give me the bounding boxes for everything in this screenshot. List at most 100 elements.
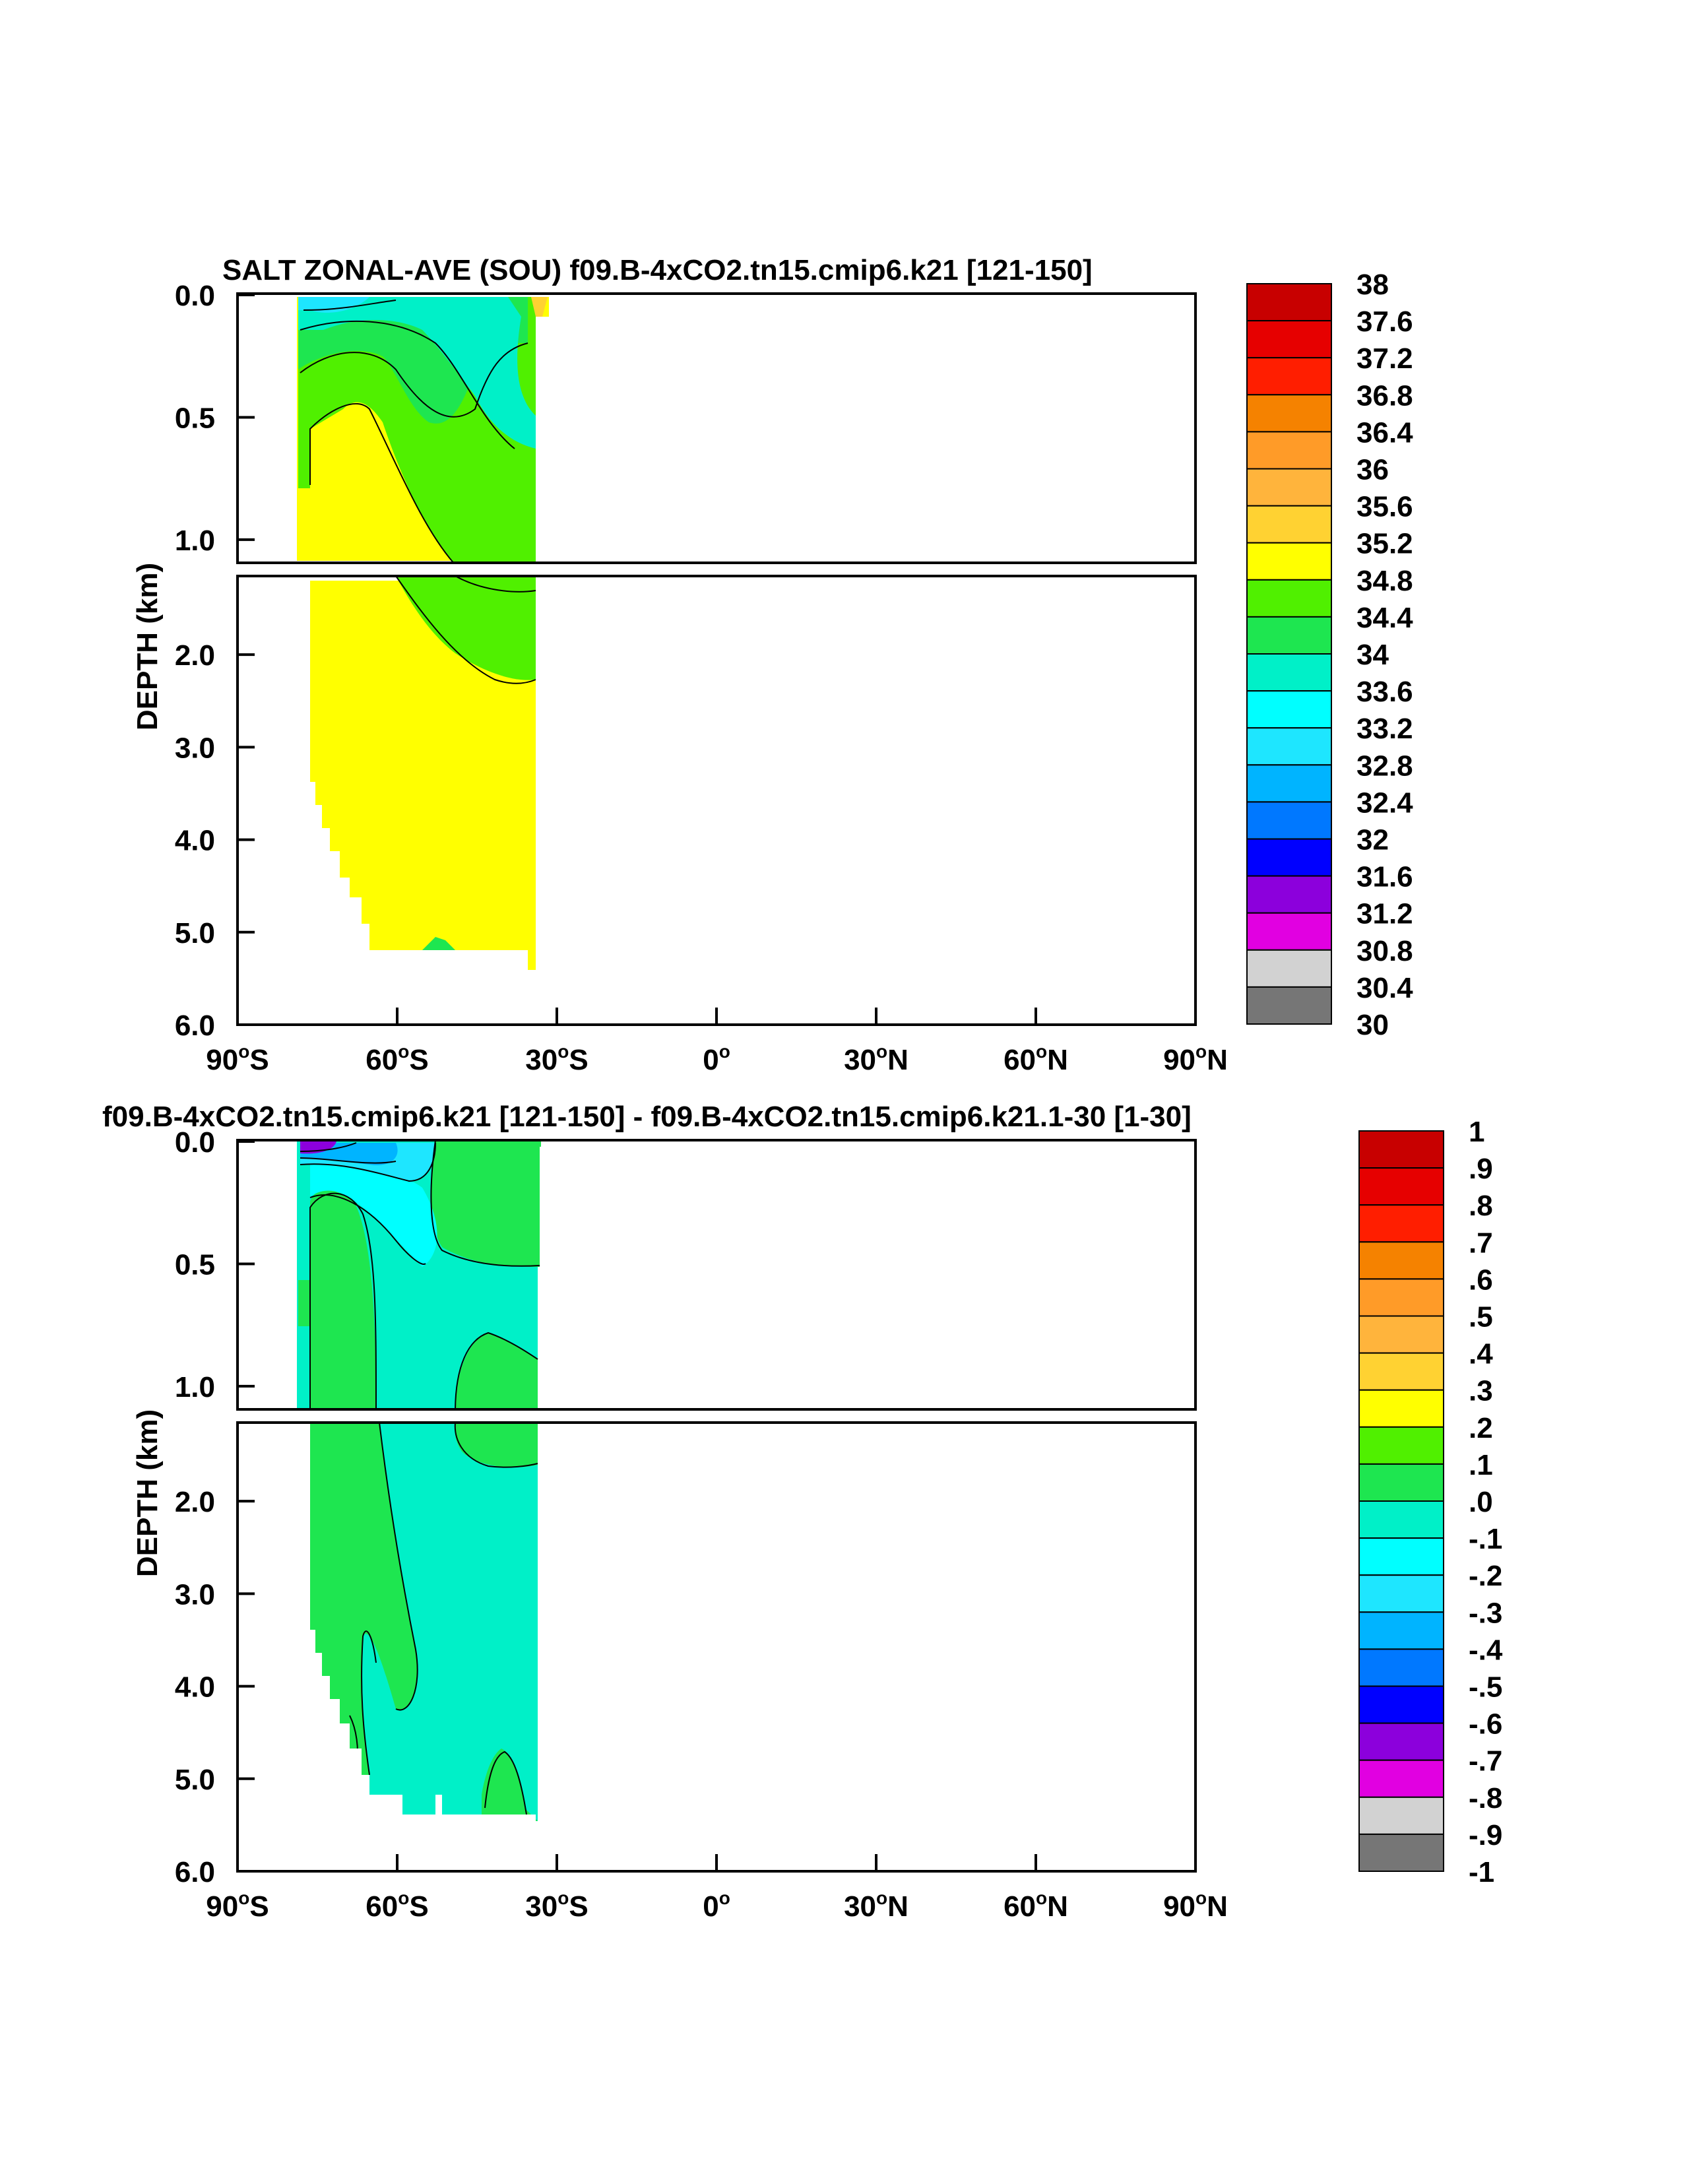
- salt-field-upper: [238, 294, 1195, 563]
- salt-frame-upper: [236, 292, 1197, 564]
- diff-axes: 90oS 60oS 30oS 0o 30oN 60oN 90oN 0.0 0.5 1.0 2.0 3.…: [175, 1126, 1228, 1923]
- colorbar-swatch: [1246, 357, 1332, 396]
- x-tick-label: 60oS: [366, 1888, 428, 1923]
- salt-region-33.6: [298, 297, 536, 449]
- colorbar-label: 30.4: [1356, 972, 1413, 1004]
- colorbar-swatch: [1358, 1796, 1444, 1835]
- colorbar-swatch: [1358, 1537, 1444, 1576]
- colorbar-swatch: [1246, 579, 1332, 618]
- colorbar-swatch: [1358, 1130, 1444, 1169]
- colorbar-label: .9: [1469, 1153, 1493, 1185]
- x-tick-label: 30oS: [525, 1041, 588, 1076]
- colorbar-label: .3: [1469, 1375, 1493, 1407]
- colorbar-label: .6: [1469, 1264, 1493, 1296]
- colorbar-swatch: [1358, 1611, 1444, 1650]
- colorbar-label: -.3: [1469, 1597, 1502, 1629]
- salt-bathymetry: [238, 576, 528, 970]
- colorbar-swatch: [1246, 431, 1332, 470]
- colorbar-swatch: [1358, 1648, 1444, 1687]
- colorbar-label: 35.6: [1356, 491, 1413, 523]
- diff-colorbar: 1 .9 .8 .7 .6 .5 .4 .3 .2 .1 .0 -.1 -.2 -.3 -.4 -.5 -.6 -…: [1358, 1116, 1503, 1888]
- colorbar-label: .5: [1469, 1301, 1493, 1333]
- colorbar-label: 31.2: [1356, 898, 1413, 930]
- diff-title: f09.B-4xCO2.tn15.cmip6.k21 [121-150] - f…: [102, 1101, 1192, 1133]
- y-tick-label: 5.0: [175, 917, 215, 949]
- colorbar-swatch: [1358, 1574, 1444, 1613]
- y-tick-label: 1.0: [175, 1371, 215, 1403]
- colorbar-swatch: [1358, 1463, 1444, 1502]
- x-tick-label: 90oS: [206, 1888, 269, 1923]
- salt-mask-east: [536, 317, 1195, 563]
- colorbar-swatch: [1358, 1685, 1444, 1724]
- salt-region-34.4-deep: [396, 576, 536, 680]
- colorbar-label: 30: [1356, 1009, 1389, 1041]
- salt-title: SALT ZONAL-AVE (SOU) f09.B-4xCO2.tn15.cm…: [222, 254, 1093, 286]
- diff-field-upper: [238, 1140, 1195, 1409]
- y-tick-label: 3.0: [175, 732, 215, 764]
- diff-region-0.1: [310, 1185, 376, 1409]
- colorbar-label: 36: [1356, 454, 1389, 486]
- y-tick-label: 0.0: [175, 280, 215, 312]
- colorbar-label: 32: [1356, 824, 1389, 856]
- diff-ylabel: DEPTH (km): [131, 1409, 164, 1577]
- colorbar-label: 33.6: [1356, 676, 1413, 708]
- colorbar-label: .2: [1469, 1412, 1493, 1444]
- colorbar-label: -1: [1469, 1856, 1494, 1888]
- salt-panel: SALT ZONAL-AVE (SOU) f09.B-4xCO2.tn15.cm…: [131, 254, 1413, 1076]
- x-tick-label: 90oN: [1163, 1041, 1228, 1076]
- colorbar-label: .4: [1469, 1338, 1493, 1370]
- colorbar-swatch: [1246, 690, 1332, 729]
- colorbar-label: 37.6: [1356, 305, 1413, 338]
- colorbar-label: -.1: [1469, 1523, 1502, 1555]
- salt-colorbar: 38 37.6 37.2 36.8 36.4 36 35.6 35.2 34.8 34.4 34 33…: [1246, 269, 1413, 1041]
- colorbar-label: -.9: [1469, 1819, 1502, 1851]
- colorbar-label: 37.2: [1356, 342, 1413, 375]
- colorbar-swatch: [1358, 1722, 1444, 1761]
- y-tick-label: 5.0: [175, 1764, 215, 1796]
- salt-mask-west: [238, 294, 297, 563]
- colorbar-label: 34: [1356, 639, 1389, 671]
- x-tick-label: 0o: [703, 1041, 730, 1076]
- colorbar-swatch: [1358, 1204, 1444, 1243]
- diff-panel: f09.B-4xCO2.tn15.cmip6.k21 [121-150] - f…: [102, 1101, 1503, 1923]
- colorbar-swatch: [1246, 875, 1332, 914]
- colorbar-label: 33.2: [1356, 713, 1413, 745]
- colorbar-swatch: [1358, 1315, 1444, 1354]
- colorbar-swatch: [1246, 912, 1332, 951]
- salt-ylabel: DEPTH (km): [131, 563, 164, 730]
- y-tick-label: 0.5: [175, 1248, 215, 1281]
- colorbar-label: 30.8: [1356, 935, 1413, 967]
- colorbar-swatch: [1358, 1352, 1444, 1391]
- colorbar-swatch: [1358, 1426, 1444, 1465]
- colorbar-label: -.4: [1469, 1634, 1503, 1666]
- y-tick-label: 6.0: [175, 1010, 215, 1042]
- y-tick-label: 2.0: [175, 639, 215, 672]
- x-tick-label: 30oN: [844, 1888, 908, 1923]
- x-tick-label: 60oS: [366, 1041, 428, 1076]
- y-tick-label: 4.0: [175, 825, 215, 857]
- diff-frame-upper: [236, 1139, 1197, 1411]
- y-tick-label: 0.5: [175, 402, 215, 434]
- salt-region-33.2: [298, 297, 369, 313]
- colorbar-swatch: [1246, 542, 1332, 581]
- colorbar-swatch: [1246, 505, 1332, 544]
- colorbar-label: 36.8: [1356, 379, 1413, 412]
- x-tick-label: 60oN: [1004, 1888, 1068, 1923]
- colorbar-label: .8: [1469, 1190, 1493, 1222]
- y-tick-label: 6.0: [175, 1856, 215, 1888]
- y-tick-label: 3.0: [175, 1578, 215, 1611]
- colorbar-label: -.7: [1469, 1745, 1502, 1778]
- y-tick-label: 4.0: [175, 1671, 215, 1704]
- colorbar-swatch: [1246, 801, 1332, 840]
- colorbar-label: -.8: [1469, 1782, 1502, 1815]
- colorbar-label: -.6: [1469, 1708, 1502, 1741]
- x-tick-label: 30oN: [844, 1041, 908, 1076]
- x-tick-label: 90oN: [1163, 1888, 1228, 1923]
- colorbar-swatch: [1246, 394, 1332, 433]
- colorbar-label: 34.4: [1356, 602, 1413, 634]
- colorbar-swatch: [1246, 986, 1332, 1025]
- colorbar-label: .1: [1469, 1449, 1493, 1481]
- colorbar-swatch: [1246, 283, 1332, 322]
- salt-region-34.8-deep: [310, 581, 536, 970]
